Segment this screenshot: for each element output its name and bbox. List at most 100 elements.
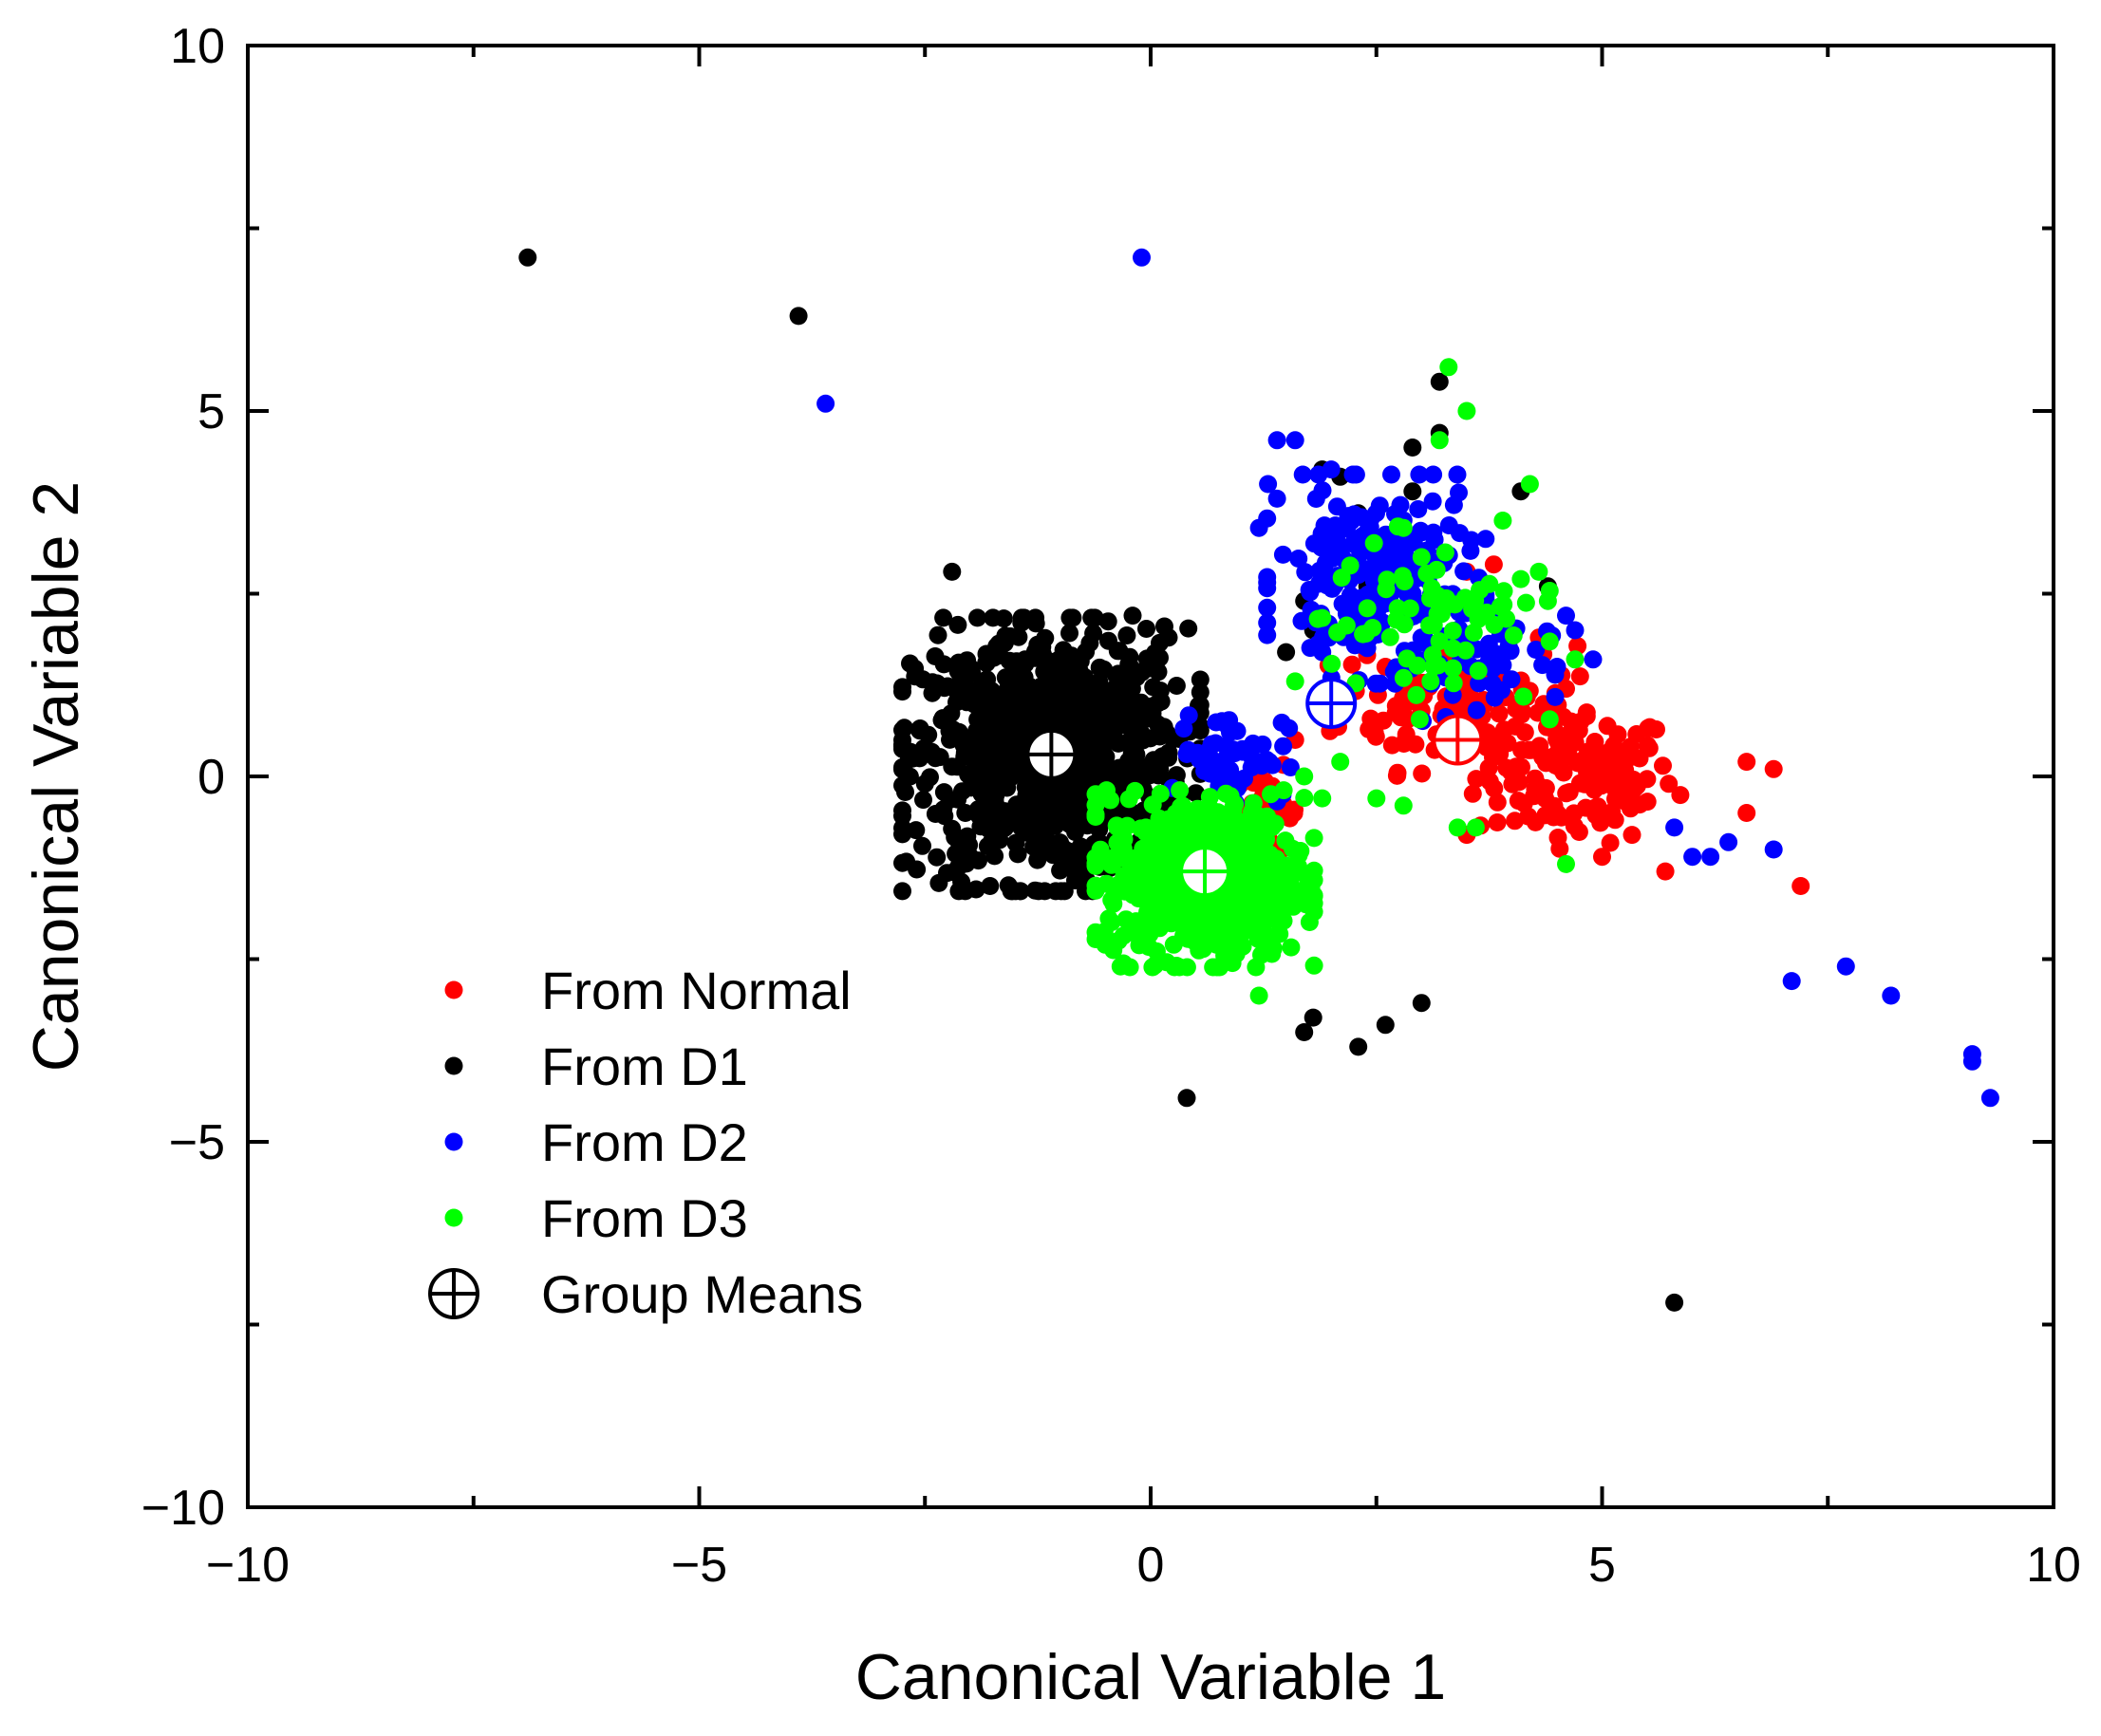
data-point [1033, 784, 1052, 803]
data-point [1130, 936, 1149, 955]
data-point [1378, 570, 1397, 589]
data-point [1331, 753, 1350, 772]
data-point [1457, 401, 1476, 420]
data-point [1090, 658, 1109, 677]
data-point [1427, 560, 1446, 579]
data-point [1586, 773, 1605, 792]
data-point [1228, 721, 1247, 740]
data-point [1277, 643, 1296, 662]
data-point [1654, 756, 1672, 775]
data-point [1526, 779, 1545, 798]
data-point [1137, 620, 1155, 638]
data-point [1494, 720, 1513, 739]
data-point [1584, 650, 1603, 669]
data-point [1281, 758, 1300, 776]
data-point [1527, 641, 1546, 659]
data-point [1548, 658, 1566, 676]
data-point [1443, 639, 1462, 658]
data-point [1293, 465, 1312, 484]
data-point [1540, 710, 1559, 729]
x-tick-label: 5 [1588, 1538, 1616, 1593]
data-point [1143, 704, 1162, 723]
data-point [956, 804, 975, 822]
data-point [1351, 544, 1370, 563]
data-point [906, 667, 925, 686]
data-point [1207, 713, 1226, 732]
data-point [1520, 475, 1539, 494]
data-point [1469, 662, 1488, 681]
legend-marker [444, 980, 463, 999]
data-point [1388, 766, 1407, 785]
data-point [1364, 533, 1383, 552]
data-point [983, 832, 1001, 851]
data-point [1448, 465, 1467, 484]
data-point [1260, 753, 1279, 772]
data-point [1488, 793, 1507, 812]
data-point [1304, 534, 1323, 553]
data-point [1370, 496, 1389, 515]
y-tick-label: 0 [197, 750, 225, 805]
data-point [1154, 718, 1173, 737]
data-point [1425, 531, 1444, 549]
data-point [1086, 856, 1105, 875]
data-point [1285, 431, 1304, 450]
data-point [1444, 659, 1462, 678]
data-point [1546, 687, 1565, 706]
data-point [938, 864, 956, 883]
data-point [943, 757, 962, 776]
x-tick-label: −5 [671, 1538, 727, 1593]
data-point [1313, 608, 1332, 627]
data-point [1143, 900, 1162, 919]
data-point [1121, 856, 1140, 875]
data-point [1008, 845, 1027, 864]
data-point [1660, 775, 1679, 793]
data-point [1123, 607, 1142, 625]
data-point [1361, 709, 1380, 728]
data-point [1588, 797, 1607, 816]
data-point [1504, 626, 1523, 644]
data-point [1206, 734, 1225, 753]
data-point [1397, 538, 1416, 557]
data-point [1151, 759, 1170, 778]
data-point [1343, 465, 1362, 484]
data-point [1516, 593, 1535, 612]
data-point [1557, 607, 1575, 625]
data-point [1258, 579, 1277, 598]
data-point [1511, 569, 1530, 588]
data-point [990, 814, 1009, 833]
data-point [1408, 656, 1427, 675]
data-point [1493, 512, 1512, 530]
data-point [1291, 842, 1310, 860]
data-point [1299, 868, 1318, 887]
data-point [1295, 767, 1314, 786]
data-point [1484, 555, 1503, 574]
data-point [1194, 896, 1213, 915]
data-point [1006, 882, 1025, 901]
data-point [1258, 598, 1277, 617]
data-point [1623, 826, 1641, 845]
data-point [1604, 736, 1623, 755]
legend-label: From D1 [541, 1036, 748, 1096]
data-point [990, 646, 1009, 665]
data-point [1327, 497, 1346, 516]
data-point [1471, 581, 1489, 600]
data-point [1292, 611, 1311, 630]
data-point [1737, 804, 1756, 822]
data-point [1376, 1016, 1395, 1035]
data-point [923, 673, 942, 692]
data-point [1158, 828, 1177, 847]
data-point [928, 848, 947, 867]
data-point [976, 737, 995, 756]
data-point [1394, 796, 1413, 815]
data-point [1098, 612, 1117, 631]
data-point [1490, 704, 1509, 723]
data-point [1619, 786, 1638, 805]
data-point [1119, 790, 1138, 809]
data-point [893, 776, 911, 794]
data-point [1791, 877, 1810, 895]
data-point [1086, 808, 1105, 826]
data-point [977, 653, 996, 672]
data-point [1540, 632, 1559, 651]
